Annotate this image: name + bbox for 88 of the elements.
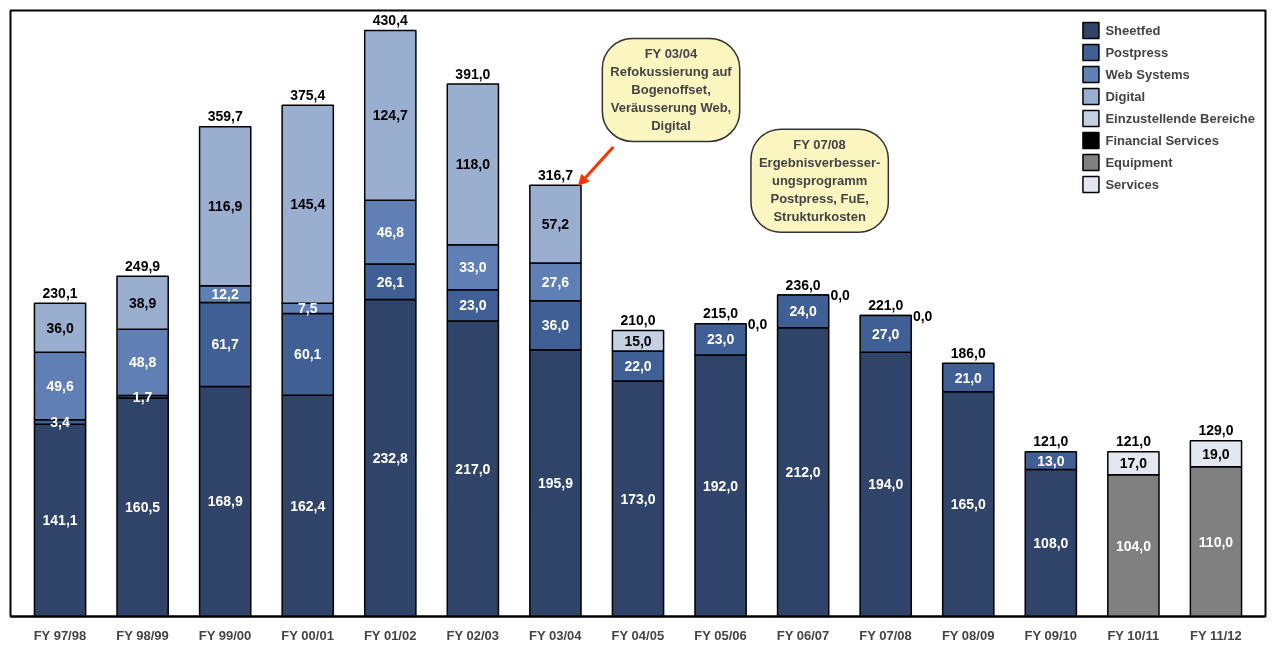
total-label: 236,0: [785, 276, 821, 293]
x-tick-label: FY 07/08: [859, 627, 912, 643]
x-tick-label: FY 00/01: [281, 627, 334, 643]
data-label: 0,0: [830, 287, 851, 304]
x-tick-label: FY 11/12: [1189, 627, 1242, 643]
x-tick-label: FY 09/10: [1024, 627, 1077, 643]
data-label: 13,0: [1037, 452, 1065, 469]
data-label: 26,1: [376, 273, 405, 290]
annotation: FY 03/04 Refokussierung auf Bogenoffset, Veräusserung Web, Digital: [610, 46, 733, 134]
total-label: 221,0: [868, 297, 904, 314]
total-label: 391,0: [455, 65, 491, 82]
data-label: 24,0: [789, 303, 817, 320]
data-label: 15,0: [624, 332, 652, 349]
data-label: 217,0: [455, 460, 491, 477]
data-label: 104,0: [1115, 537, 1152, 554]
data-label: 160,5: [125, 499, 161, 516]
data-label: 141,1: [42, 512, 78, 529]
x-tick-label: FY 02/03: [446, 627, 500, 643]
data-label: 33,0: [459, 259, 487, 276]
legend-label: Einzustellende Bereiche: [1105, 110, 1255, 126]
data-label: 3,4: [50, 414, 70, 431]
data-label: 57,2: [541, 216, 570, 233]
data-label: 17,0: [1119, 455, 1148, 472]
data-label: 232,8: [372, 449, 409, 466]
data-label: 1,7: [132, 388, 153, 405]
data-label: 36,0: [541, 317, 570, 334]
total-label: 359,7: [207, 108, 243, 125]
data-label: 27,0: [872, 325, 900, 342]
legend-label: Financial Services: [1105, 132, 1219, 148]
x-tick-label: FY 06/07: [776, 627, 830, 643]
total-label: 430,4: [372, 11, 409, 28]
x-tick-label: FY 97/98: [33, 627, 87, 643]
data-label: 165,0: [950, 496, 986, 513]
data-label: 48,8: [128, 354, 157, 371]
total-label: 129,0: [1198, 422, 1234, 439]
data-label: 195,9: [537, 475, 574, 492]
legend-label: Services: [1105, 176, 1159, 192]
total-label: 121,0: [1033, 433, 1069, 450]
legend-label: Postpress: [1105, 44, 1169, 60]
data-label: 19,0: [1202, 445, 1230, 462]
total-label: 249,9: [125, 257, 161, 274]
total-label: 316,7: [537, 166, 574, 183]
x-tick-label: FY 08/09: [941, 627, 995, 643]
data-label: 12,2: [211, 286, 240, 303]
data-label: 212,0: [785, 464, 821, 481]
data-label: 21,0: [954, 369, 983, 386]
x-tick-label: FY 01/02: [363, 627, 417, 643]
data-label: 124,7: [372, 107, 409, 124]
data-label: 194,0: [868, 476, 904, 493]
data-label: 7,5: [298, 300, 318, 317]
data-label: 23,0: [706, 331, 735, 348]
x-tick-label: FY 05/06: [694, 627, 747, 643]
x-tick-label: FY 98/99: [116, 627, 169, 643]
data-label: 192,0: [703, 477, 739, 494]
data-label: 168,9: [207, 493, 243, 510]
x-tick-label: FY 03/04: [529, 627, 583, 643]
data-label: 27,6: [541, 273, 570, 290]
data-label: 162,4: [290, 497, 326, 514]
annotation: FY 07/08 Ergebnisverbesser- ungsprogramm Postpress, FuE, Strukturkosten: [758, 137, 881, 225]
legend-label: Digital: [1105, 88, 1146, 104]
data-label: 108,0: [1033, 534, 1069, 551]
data-label: 36,0: [46, 319, 74, 336]
x-tick-label: FY 10/11: [1107, 627, 1160, 643]
data-label: 0,0: [912, 307, 933, 324]
data-label: 60,1: [294, 346, 322, 363]
legend-label: Web Systems: [1105, 66, 1190, 82]
data-label: 110,0: [1198, 533, 1234, 550]
total-label: 210,0: [620, 312, 656, 329]
x-tick-label: FY 99/00: [198, 627, 252, 643]
total-label: 215,0: [703, 305, 739, 322]
legend-label: Equipment: [1105, 154, 1173, 170]
data-label: 23,0: [459, 297, 487, 314]
total-label: 186,0: [950, 344, 986, 361]
data-label: 173,0: [620, 490, 656, 507]
data-label: 61,7: [211, 336, 240, 353]
data-label: 22,0: [624, 357, 652, 374]
total-label: 230,1: [42, 284, 78, 301]
total-label: 121,0: [1115, 433, 1152, 450]
data-label: 145,4: [290, 196, 326, 213]
data-label: 116,9: [208, 198, 243, 215]
legend-label: Sheetfed: [1105, 22, 1161, 38]
x-tick-label: FY 04/05: [611, 627, 665, 643]
data-label: 38,9: [128, 294, 157, 311]
data-label: 46,8: [376, 224, 405, 241]
data-label: 0,0: [747, 315, 768, 332]
data-label: 49,6: [46, 377, 74, 394]
data-label: 118,0: [455, 156, 491, 173]
total-label: 375,4: [290, 86, 326, 103]
